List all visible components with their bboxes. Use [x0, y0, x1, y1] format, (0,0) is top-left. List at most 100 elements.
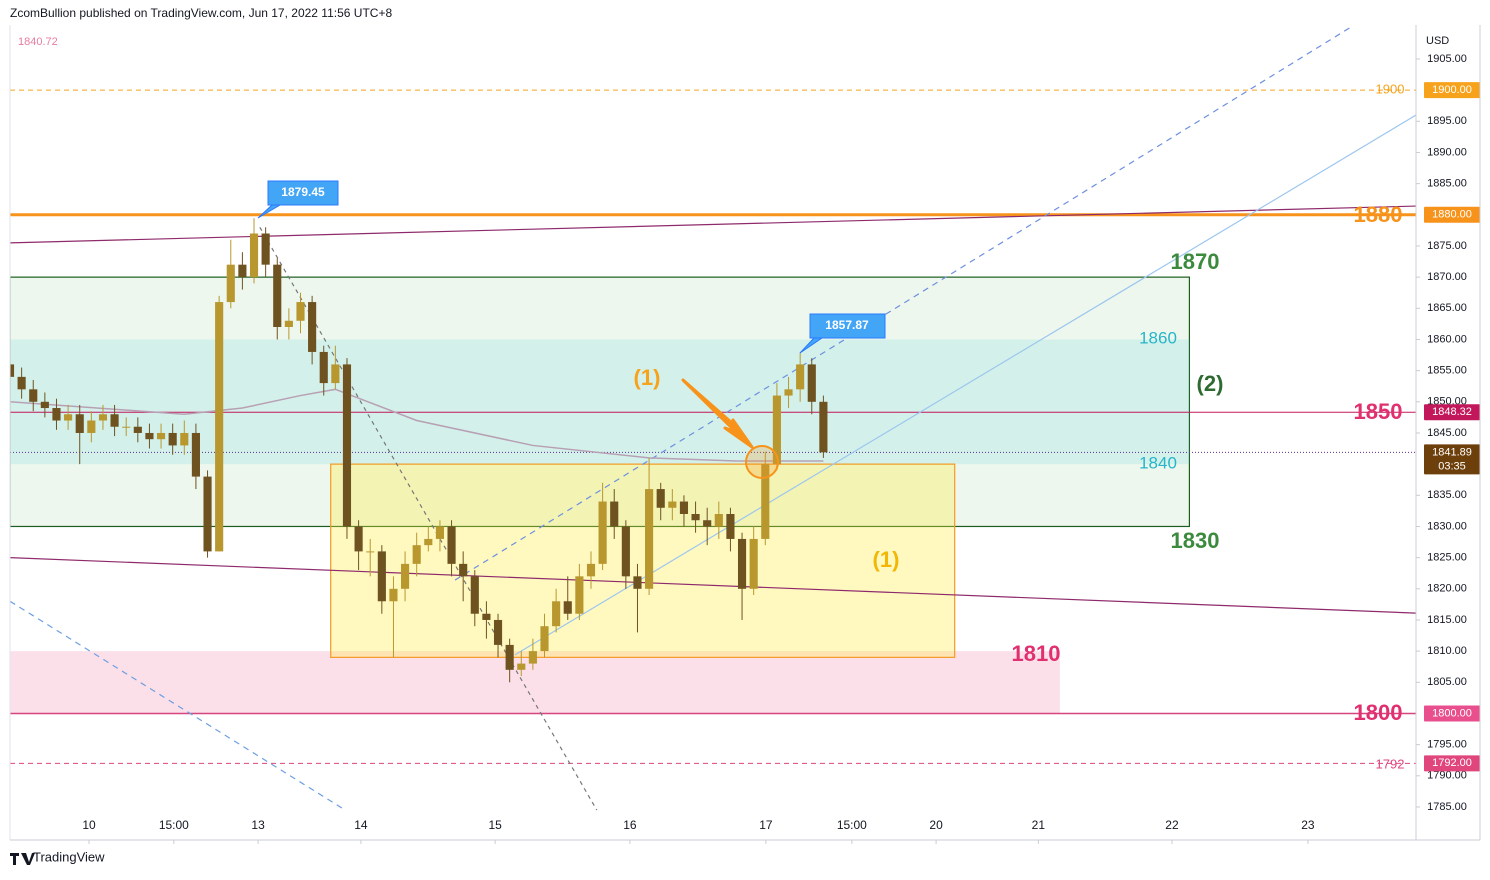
- candle-body: [691, 514, 700, 521]
- y-tick-label: 1860.00: [1427, 333, 1467, 345]
- candle-body: [796, 364, 805, 390]
- candle-body: [493, 619, 503, 645]
- candle-body: [714, 514, 723, 527]
- x-tick-label: 21: [1032, 818, 1046, 832]
- wave-label: (1): [634, 365, 661, 390]
- candle-body: [354, 526, 363, 552]
- candle-body: [284, 320, 293, 328]
- highlight-circle: [745, 445, 779, 479]
- candle-body: [621, 526, 630, 577]
- candle-body: [273, 264, 282, 328]
- zone: [330, 463, 956, 658]
- candle-body: [679, 501, 689, 514]
- y-tick-label: 1890.00: [1427, 146, 1467, 158]
- price-label: 1841.89: [1432, 446, 1472, 458]
- candle-body: [17, 376, 26, 390]
- x-tick-label: 15:00: [837, 818, 867, 832]
- candle-body: [238, 264, 247, 278]
- candle-body: [586, 563, 596, 577]
- candle-body: [377, 551, 386, 602]
- x-tick-label: 17: [759, 818, 773, 832]
- candle-body: [191, 432, 200, 477]
- level-label: 1880: [1354, 202, 1403, 227]
- x-tick-label: 10: [82, 818, 96, 832]
- x-tick-label: 14: [354, 818, 368, 832]
- candle-body: [308, 302, 317, 352]
- y-tick-label: 1815.00: [1427, 614, 1467, 626]
- candle-body: [575, 576, 584, 614]
- countdown: 03:35: [1438, 460, 1466, 472]
- level-label: 1870: [1171, 249, 1220, 274]
- trendline: [10, 205, 1416, 244]
- candle-body: [598, 501, 607, 564]
- candle-body: [633, 576, 642, 589]
- y-tick-label: 1820.00: [1427, 583, 1467, 595]
- callout-box: [799, 313, 886, 354]
- y-tick-label: 1870.00: [1427, 271, 1467, 283]
- candle-body: [528, 651, 537, 664]
- trendline: [10, 557, 1416, 614]
- x-tick-label: 16: [623, 818, 637, 832]
- candle-body: [40, 401, 49, 409]
- level-label: 1800: [1354, 700, 1403, 725]
- y-tick-label: 1885.00: [1427, 178, 1467, 190]
- y-tick-label: 1845.00: [1427, 427, 1467, 439]
- candle-body: [145, 432, 154, 440]
- price-label: 1848.32: [1432, 406, 1472, 418]
- x-tick-label: 15:00: [159, 818, 189, 832]
- candle-body: [98, 414, 108, 421]
- x-tick-label: 22: [1165, 818, 1179, 832]
- price-label: 1880.00: [1432, 209, 1472, 221]
- wave-label: (2): [1197, 371, 1224, 396]
- price-label-box: [1424, 755, 1480, 772]
- candle-body: [156, 432, 166, 440]
- y-tick-label: 1875.00: [1427, 240, 1467, 252]
- corner-value: 1840.72: [18, 36, 58, 48]
- callout-box: [257, 180, 339, 219]
- callout-label: 1879.45: [281, 185, 325, 199]
- currency: USD: [1426, 35, 1449, 47]
- candle-body: [110, 414, 119, 427]
- candle-body: [389, 588, 398, 602]
- candle-body: [424, 538, 433, 546]
- candle-body: [552, 601, 561, 627]
- candle-body: [87, 420, 96, 433]
- price-label-box: [1424, 705, 1480, 722]
- y-tick-label: 1855.00: [1427, 365, 1467, 377]
- y-tick-label: 1795.00: [1427, 739, 1467, 751]
- y-tick-label: 1905.00: [1427, 53, 1467, 65]
- candle-body: [64, 414, 73, 421]
- level-label: 1810: [1012, 641, 1061, 666]
- candle-body: [761, 464, 770, 539]
- candle-body: [540, 626, 549, 652]
- header: ZcomBullion published on TradingView.com…: [10, 6, 392, 20]
- price-label-box: [1424, 82, 1480, 99]
- candle-body: [656, 489, 665, 508]
- candle-body: [342, 364, 352, 527]
- price-label: 1792.00: [1432, 757, 1472, 769]
- candle-body: [749, 538, 758, 589]
- candle-body: [215, 302, 224, 552]
- candle-body: [726, 514, 735, 539]
- watermark: TradingView: [33, 849, 105, 864]
- x-tick-label: 13: [251, 818, 265, 832]
- y-tick-label: 1830.00: [1427, 520, 1467, 532]
- candle-body: [505, 644, 514, 670]
- candle-body: [122, 426, 131, 428]
- candle-body: [563, 601, 572, 614]
- wave-label: (1): [873, 547, 900, 572]
- candle-body: [807, 364, 816, 402]
- candle-body: [133, 426, 142, 433]
- candle-body: [610, 501, 619, 527]
- candle-body: [435, 526, 445, 539]
- y-tick-label: 1805.00: [1427, 676, 1467, 688]
- y-tick-label: 1810.00: [1427, 645, 1467, 657]
- candle-body: [703, 520, 712, 527]
- x-tick-label: 15: [488, 818, 502, 832]
- callout-label: 1857.87: [825, 318, 869, 332]
- candle-body: [482, 613, 491, 620]
- price-label-box: [1424, 206, 1480, 223]
- candles: [10, 218, 828, 683]
- candle-body: [401, 563, 410, 589]
- level-label: 1830: [1171, 528, 1220, 553]
